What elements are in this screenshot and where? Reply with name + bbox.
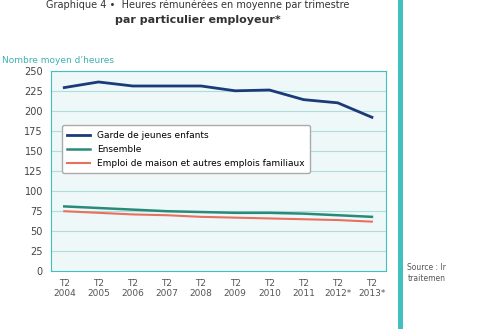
Legend: Garde de jeunes enfants, Ensemble, Emploi de maison et autres emplois familiaux: Garde de jeunes enfants, Ensemble, Emplo…: [62, 125, 310, 173]
Text: Graphique 4 •  Heures rémunérées en moyenne par trimestre: Graphique 4 • Heures rémunérées en moyen…: [46, 0, 349, 11]
Text: par particulier employeur*: par particulier employeur*: [115, 15, 281, 25]
Text: Source : Ir
traitemen: Source : Ir traitemen: [407, 263, 446, 283]
Text: Nombre moyen d’heures: Nombre moyen d’heures: [2, 56, 114, 65]
